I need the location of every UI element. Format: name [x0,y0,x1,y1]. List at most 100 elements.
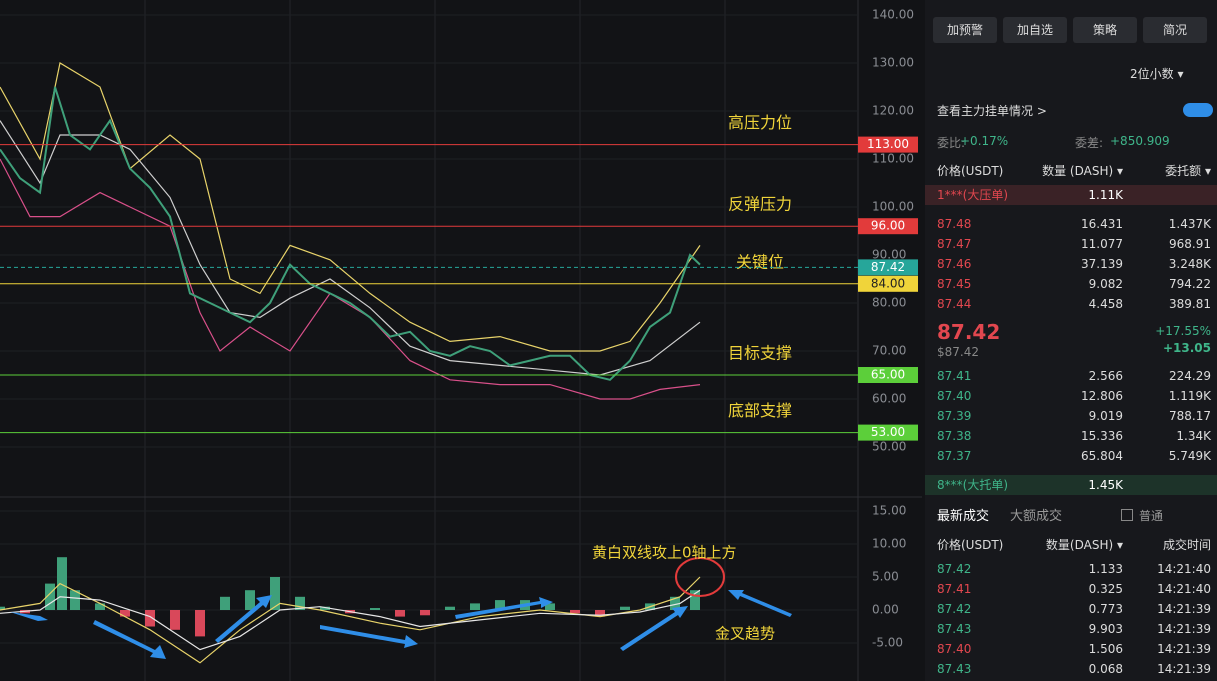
cell: 1.11K [1088,188,1123,202]
cell: 数量 (DASH) ▾ [1042,164,1123,178]
trade-row: 87.42 0.773 14:21:39 [925,599,1217,619]
cell: 0.773 [1088,602,1123,616]
cell: 成交时间 [1162,538,1211,552]
y-tick-label: 10.00 [872,537,906,551]
y-tick-label: 80.00 [872,296,906,310]
cell: 9.903 [1088,622,1123,636]
cell: 价格(USDT) [937,164,1004,178]
cell: 委托额 ▾ [1165,164,1211,178]
decimals-select: 2位小数 ▾ [1130,67,1184,81]
cell: 11.077 [1081,237,1123,251]
y-tick-label: 110.00 [872,152,914,166]
circle-mark [675,557,725,597]
y-tick-label: 120.00 [872,104,914,118]
ask-row: 87.48 16.431 1.437K [925,214,1217,234]
bid-row: 87.37 65.804 5.749K [925,446,1217,466]
cell: 1.34K [1176,429,1211,443]
cell: 87.43 [937,622,972,636]
cell: 87.39 [937,409,972,423]
checkbox [1121,509,1133,521]
macd-bar [495,600,505,610]
cell: 1.119K [1168,389,1211,403]
y-tick-label: 60.00 [872,392,906,406]
trade-row: 87.40 1.506 14:21:39 [925,639,1217,659]
level-tag-label: 53.00 [871,425,905,439]
cell: 87.42 [937,602,972,616]
cell: 1.133 [1088,562,1123,576]
cell: 788.17 [1169,409,1211,423]
trade-row: 87.42 1.133 14:21:40 [925,559,1217,579]
bid-row: 87.39 9.019 788.17 [925,406,1217,426]
y-tick-label: 130.00 [872,56,914,70]
y-tick-label: 5.00 [872,570,899,584]
level-name: 高压力位 [728,113,792,132]
tab[interactable]: 大额成交 [1010,509,1063,524]
cell: 1.437K [1168,217,1211,231]
macd-bar [445,606,455,610]
y-tick-label: -5.00 [872,636,903,650]
y-tick-label: 0.00 [872,603,899,617]
cell: 0.325 [1088,582,1123,596]
cell: 87.46 [937,257,972,271]
button[interactable]: 加预警 [933,17,997,43]
macd-bar [570,610,580,614]
cell: 87.41 [937,369,972,383]
macd-bar [270,577,280,610]
level-tag [858,218,918,235]
cell: 8***(大托单) [937,478,1008,492]
cell: 87.40 [937,389,972,403]
level-name: 底部支撑 [728,401,792,420]
level-name: 目标支撑 [728,344,792,363]
level-name: 关键位 [736,252,784,271]
cell: 2.566 [1088,369,1123,383]
button[interactable]: 加自选 [1003,17,1067,43]
macd-bar [470,603,480,610]
cell: 14:21:39 [1157,622,1211,636]
tab[interactable]: 最新成交 [937,509,990,524]
cell: 14:21:39 [1157,642,1211,656]
band-line [0,62,701,352]
level-tag-label: 113.00 [867,137,909,151]
cell: 87.48 [937,217,972,231]
macd-bar [0,606,5,610]
bid-row: 87.40 12.806 1.119K [925,386,1217,406]
cell: 14:21:40 [1157,562,1211,576]
cell: 87.47 [937,237,972,251]
cell: 87.42 [937,562,972,576]
level-tag [858,367,918,383]
cell: 1.45K [1088,478,1123,492]
ask-row: 87.47 11.077 968.91 [925,234,1217,254]
macd-bar [57,557,67,610]
cell: 87.44 [937,297,972,311]
macd-bar [245,590,255,610]
trade-row: 87.41 0.325 14:21:40 [925,579,1217,599]
side-panel: 加预警 加自选 策略 简况 2位小数 ▾ 查看主力挂单情况 > 委比: +0.17% 委差: +8… [925,0,1217,681]
cell: 9.082 [1088,277,1123,291]
cell: 794.22 [1169,277,1211,291]
button[interactable]: 策略 [1073,17,1137,43]
y-tick-label: 140.00 [872,8,914,22]
book-header: 价格(USDT) 数量 (DASH) ▾ 委托额 ▾ [925,161,1217,181]
y-tick-label: 100.00 [872,200,914,214]
macd-bar [670,596,680,610]
annotation: 金叉趋势 [715,625,775,643]
cell: 1***(大压单) [937,188,1008,202]
cell: 4.458 [1088,297,1123,311]
macd-bar [170,610,180,630]
mid-price: 87.42 [937,320,1001,344]
macd-bar [395,610,405,617]
y-tick-label: 90.00 [872,248,906,262]
mid-pct: +17.55% [1155,324,1211,338]
macd-bar [420,610,430,616]
macd-bar [370,608,380,610]
mid-chg: +13.05 [1162,341,1211,355]
cell: 87.37 [937,449,972,463]
level-tag-label: 84.00 [871,276,905,290]
button[interactable]: 简况 [1143,17,1207,43]
checkbox-label: 普通 [1139,509,1164,523]
cell: 价格(USDT) [937,538,1004,552]
y-tick-label: 50.00 [872,440,906,454]
cell: 数量(DASH) ▾ [1045,538,1123,552]
level-name: 反弹压力 [728,195,792,214]
